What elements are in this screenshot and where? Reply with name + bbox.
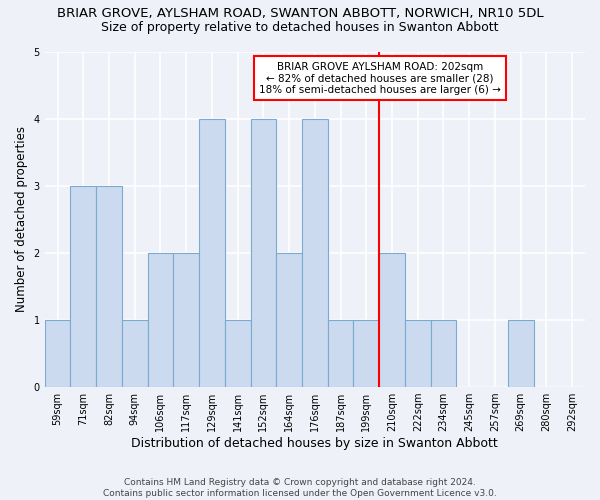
Y-axis label: Number of detached properties: Number of detached properties xyxy=(15,126,28,312)
Text: BRIAR GROVE AYLSHAM ROAD: 202sqm
← 82% of detached houses are smaller (28)
18% o: BRIAR GROVE AYLSHAM ROAD: 202sqm ← 82% o… xyxy=(259,62,500,95)
Bar xyxy=(353,320,379,387)
Bar xyxy=(251,118,276,387)
Bar xyxy=(70,186,96,387)
Bar xyxy=(122,320,148,387)
Text: Contains HM Land Registry data © Crown copyright and database right 2024.
Contai: Contains HM Land Registry data © Crown c… xyxy=(103,478,497,498)
Bar xyxy=(328,320,353,387)
Text: BRIAR GROVE, AYLSHAM ROAD, SWANTON ABBOTT, NORWICH, NR10 5DL: BRIAR GROVE, AYLSHAM ROAD, SWANTON ABBOT… xyxy=(56,8,544,20)
Bar xyxy=(225,320,251,387)
Text: Size of property relative to detached houses in Swanton Abbott: Size of property relative to detached ho… xyxy=(101,21,499,34)
X-axis label: Distribution of detached houses by size in Swanton Abbott: Distribution of detached houses by size … xyxy=(131,437,498,450)
Bar xyxy=(173,253,199,387)
Bar xyxy=(199,118,225,387)
Bar xyxy=(379,253,405,387)
Bar xyxy=(405,320,431,387)
Bar xyxy=(508,320,533,387)
Bar xyxy=(148,253,173,387)
Bar xyxy=(431,320,457,387)
Bar xyxy=(44,320,70,387)
Bar xyxy=(96,186,122,387)
Bar xyxy=(276,253,302,387)
Bar xyxy=(302,118,328,387)
